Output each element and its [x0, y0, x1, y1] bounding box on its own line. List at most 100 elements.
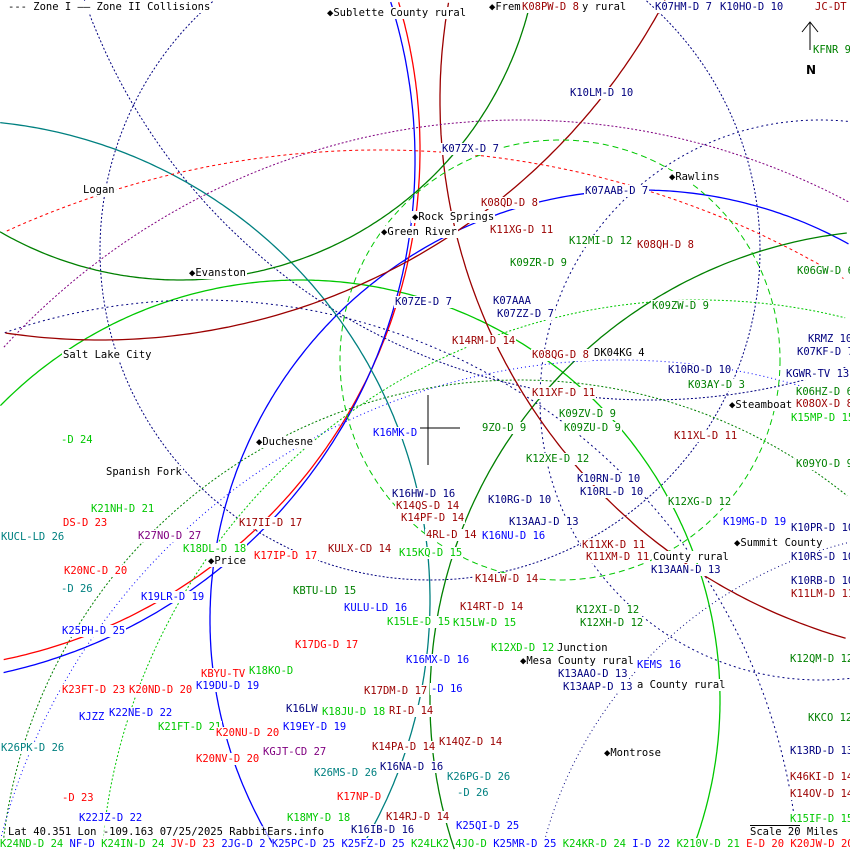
station-label: I-D 22	[632, 838, 671, 850]
station-label: K18MY-D 18	[286, 812, 352, 824]
station-label: K15MP-D 15	[790, 412, 850, 424]
station-label: K23FT-D 23	[61, 684, 127, 696]
station-label: K27NO-D 27	[137, 530, 203, 542]
station-label: K13AAP-D 13	[562, 681, 634, 693]
station-label: K07ZX-D 7	[441, 143, 500, 155]
station-label: NF-D	[69, 838, 95, 850]
station-label: JC-DT 8	[814, 1, 850, 13]
north-arrow-icon: N	[801, 21, 819, 76]
station-label: K24IN-D 24	[101, 838, 165, 850]
station-label: K19DU-D 19	[195, 680, 261, 692]
legend-zone2: —— Zone II Collisions	[77, 1, 211, 13]
contour-line	[83, 0, 846, 401]
place-label: ◆Frem	[488, 1, 522, 13]
station-label: KFNR 9	[812, 44, 850, 56]
station-label: -D 26	[456, 787, 490, 799]
station-label: KUCL-LD 26	[0, 531, 66, 543]
station-label: KULX-CD 14	[327, 543, 393, 555]
place-label: ◆Rock Springs	[411, 211, 496, 223]
station-label: -D 16	[430, 683, 464, 695]
station-label: K08OX-D 8	[795, 398, 850, 410]
station-label: K14RJ-D 14	[385, 811, 451, 823]
place-label: ◆Evanston	[188, 267, 247, 279]
place-label: a County rural	[636, 679, 727, 691]
station-label: K10LM-D 10	[569, 87, 635, 99]
station-label: K09ZU-D 9	[563, 422, 622, 434]
station-label: K16NU-D 16	[481, 530, 547, 542]
station-label: K13RD-D 13	[789, 745, 850, 757]
station-label: K14PA-D 14	[371, 741, 437, 753]
station-label: K11XL-D 11	[673, 430, 739, 442]
place-label: ◆Sublette County rural	[326, 7, 468, 19]
place-label: DK04KG 4	[593, 347, 646, 359]
place-label: ◆Montrose	[603, 747, 662, 759]
station-label: K16NA-D 16	[379, 761, 445, 773]
contour-line	[439, 2, 846, 639]
station-label: KBTU-LD 15	[292, 585, 358, 597]
station-label: K06HZ-D 6	[795, 386, 850, 398]
station-label: K16IB-D 16	[350, 824, 416, 836]
scale-label: Scale 20 Miles	[750, 826, 839, 838]
station-label: K11XG-D 11	[489, 224, 555, 236]
place-label: Salt Lake City	[62, 349, 153, 361]
station-label: K10RG-D 10	[487, 494, 553, 506]
station-label: K20NU-D 20	[215, 727, 281, 739]
station-label: DS-D 23	[62, 517, 109, 529]
station-label: K22JZ-D 22	[78, 812, 144, 824]
station-label: -D 23	[61, 792, 95, 804]
station-label: K14OV-D 14	[789, 788, 850, 800]
station-label: K16HW-D 16	[391, 488, 457, 500]
station-label: KGJT-CD 27	[262, 746, 328, 758]
station-label: K15LE-D 15	[386, 616, 452, 628]
station-label: K15KQ-D 15	[398, 547, 464, 559]
map-legend: --- Zone I —— Zone II Collisions	[8, 1, 211, 13]
contour-line	[0, 121, 431, 600]
place-label: Junction	[556, 642, 609, 654]
contour-line	[4, 299, 799, 848]
station-label: K17IP-D 17	[253, 550, 319, 562]
contour-line	[2, 379, 848, 846]
legend-zone1: --- Zone I	[8, 1, 72, 13]
station-label: KGWR-TV 13	[785, 368, 850, 380]
place-label: ◆Steamboat	[728, 399, 794, 411]
station-label: K18DL-D 18	[182, 543, 248, 555]
place-label: Logan	[82, 184, 116, 196]
station-label: K07HM-D 7	[654, 1, 713, 13]
station-label: K210V-D 21	[676, 838, 740, 850]
station-label: K24KR-D 24	[562, 838, 626, 850]
station-label: K09ZW-D 9	[651, 300, 710, 312]
station-label: K08QG-D 8	[531, 349, 590, 361]
contour-line	[3, 150, 421, 661]
station-label: K07KF-D 7	[796, 346, 850, 358]
contour-line	[360, 600, 431, 848]
station-label: -D 24	[60, 434, 94, 446]
station-label: K13AAJ-D 13	[508, 516, 580, 528]
station-label: K10PR-D 10	[790, 522, 850, 534]
station-label: K19MG-D 19	[722, 516, 788, 528]
station-label: K26MS-D 26	[313, 767, 379, 779]
station-label: K07ZE-D 7	[394, 296, 453, 308]
place-label: ◆Rawlins	[668, 171, 721, 183]
station-label: K03AY-D 3	[687, 379, 746, 391]
station-label: K11XM-D 11	[585, 551, 651, 563]
station-label: K19LR-D 19	[140, 591, 206, 603]
station-label: K26PK-D 26	[0, 742, 66, 754]
station-label: K07AAB-D 7	[584, 185, 650, 197]
station-label: K25QI-D 25	[455, 820, 521, 832]
contour-line	[397, 2, 421, 150]
station-label: K11XK-D 11	[581, 539, 647, 551]
station-label: K12XD-D 12	[490, 642, 556, 654]
station-label: K09ZV-D 9	[558, 408, 617, 420]
station-label: RI-D 14	[388, 705, 435, 717]
station-label: K20NV-D 20	[195, 753, 261, 765]
place-label: y rural	[581, 1, 628, 13]
station-label: E-D 20	[746, 838, 785, 850]
station-label: KKCO 12	[807, 712, 850, 724]
station-label: K14RM-D 14	[451, 335, 517, 347]
station-label: K17DG-D 17	[294, 639, 360, 651]
station-label: K25MR-D 25	[493, 838, 557, 850]
station-label: K17II-D 17	[238, 517, 304, 529]
contour-line	[5, 0, 666, 341]
contour-line	[0, 0, 532, 281]
